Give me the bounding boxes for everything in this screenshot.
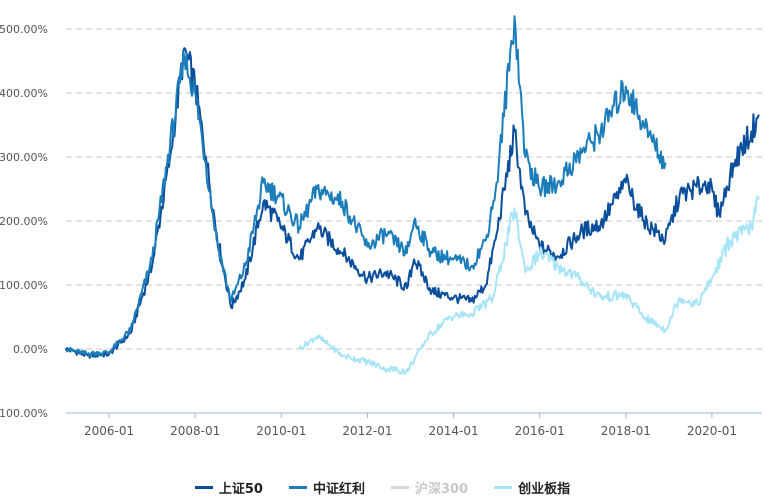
y-tick-label: 500.00% bbox=[0, 23, 48, 36]
x-tick-label: 2020-01 bbox=[687, 424, 737, 438]
y-tick-label: -100.00% bbox=[0, 407, 48, 420]
legend-swatch bbox=[288, 486, 307, 489]
legend-item[interactable]: 创业板指 bbox=[494, 478, 570, 497]
y-tick-label: 400.00% bbox=[0, 87, 48, 100]
x-tick-label: 2010-01 bbox=[256, 424, 306, 438]
legend-label: 中证红利 bbox=[312, 482, 365, 497]
y-tick-label: 100.00% bbox=[0, 279, 48, 292]
x-tick-label: 2016-01 bbox=[515, 424, 565, 438]
x-tick-label: 2014-01 bbox=[428, 424, 478, 438]
legend-label: 创业板指 bbox=[518, 482, 571, 497]
x-tick-label: 2018-01 bbox=[601, 424, 651, 438]
legend-label: 沪深300 bbox=[414, 482, 469, 497]
series-line-3 bbox=[298, 195, 760, 375]
y-tick-label: 0.00% bbox=[13, 343, 48, 356]
legend-swatch bbox=[494, 486, 513, 489]
legend-label: 上证50 bbox=[218, 482, 263, 497]
line-chart: -100.00% 0.00% 100.00% 200.00% 300.00% 400.00… bbox=[0, 15, 762, 438]
x-tick-label: 2008-01 bbox=[170, 424, 220, 438]
legend-swatch bbox=[390, 486, 409, 489]
y-tick-label: 200.00% bbox=[0, 215, 48, 228]
series-line-1 bbox=[65, 15, 667, 358]
x-tick-label: 2006-01 bbox=[84, 424, 134, 438]
legend-swatch bbox=[194, 486, 213, 489]
legend-item[interactable]: 沪深300 bbox=[390, 478, 469, 497]
y-tick-label: 300.00% bbox=[0, 151, 48, 164]
series-line-0 bbox=[65, 47, 760, 359]
x-tick-label: 2012-01 bbox=[342, 424, 392, 438]
legend-item[interactable]: 中证红利 bbox=[288, 478, 365, 497]
legend-item[interactable]: 上证50 bbox=[194, 478, 263, 497]
legend: 上证50 中证红利 沪深300 创业板指 bbox=[0, 478, 765, 497]
